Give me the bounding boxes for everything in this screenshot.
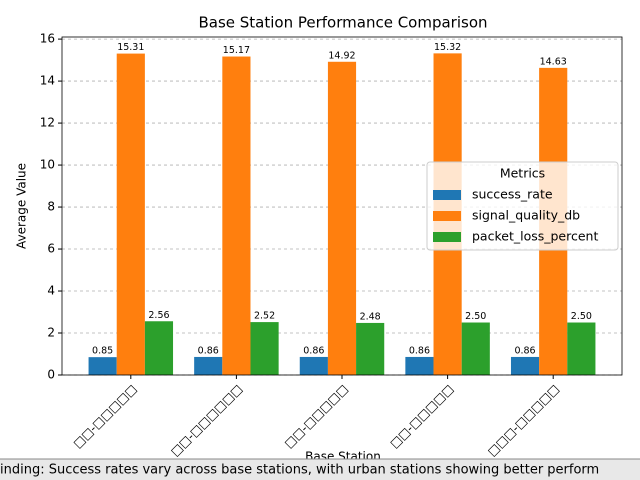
value-label: 2.50 <box>571 311 592 322</box>
y-tick-label: 2 <box>47 326 55 340</box>
bar <box>510 356 540 375</box>
legend-title: Metrics <box>500 166 545 181</box>
y-tick-label: 0 <box>47 368 55 382</box>
y-tick-label: 16 <box>40 32 55 46</box>
annotation: inding: Success rates vary across base s… <box>0 463 599 478</box>
y-axis-label: Average Value <box>15 163 29 249</box>
value-label: 15.31 <box>117 42 144 53</box>
y-tick-label: 8 <box>47 200 55 214</box>
legend-swatch <box>433 190 461 200</box>
value-label: 2.48 <box>360 311 381 322</box>
value-label: 2.52 <box>254 311 275 322</box>
legend-label: signal_quality_db <box>472 208 580 223</box>
value-label: 15.17 <box>223 45 250 56</box>
value-label: 0.86 <box>198 345 219 356</box>
bar <box>567 322 596 375</box>
legend-swatch <box>433 211 461 221</box>
y-tick-label: 10 <box>40 158 55 172</box>
bar <box>461 322 490 375</box>
bar <box>144 321 174 375</box>
legend-box <box>426 161 619 251</box>
axes-frame <box>61 36 623 376</box>
bar <box>194 356 223 375</box>
value-label: 0.85 <box>92 346 113 357</box>
legend: Metrics success_rate signal_quality_dbpack… <box>426 161 619 251</box>
legend-label: success_rate <box>472 187 553 202</box>
bar <box>250 322 279 375</box>
value-label: 0.86 <box>303 345 324 356</box>
value-label: 2.50 <box>465 311 486 322</box>
bar <box>327 61 357 375</box>
bar <box>88 357 117 375</box>
value-label: 15.32 <box>434 42 461 53</box>
value-label: 0.86 <box>514 345 535 356</box>
annotation-box <box>0 458 640 480</box>
legend-swatch <box>433 232 461 242</box>
chart-title: Base Station Performance Comparison <box>198 14 487 32</box>
y-tick-label: 12 <box>40 116 55 130</box>
value-label: 2.56 <box>148 310 169 321</box>
value-label: 14.63 <box>540 56 567 67</box>
bar <box>356 322 385 375</box>
y-tick-label: 4 <box>47 284 55 298</box>
bar <box>222 56 251 375</box>
bar <box>405 356 434 375</box>
legend-label: packet_loss_percent <box>472 229 598 244</box>
y-tick-label: 6 <box>47 242 55 256</box>
y-tick-label: 14 <box>40 74 55 88</box>
bar <box>299 356 328 375</box>
bar <box>116 53 145 376</box>
value-label: 0.86 <box>409 345 430 356</box>
value-label: 14.92 <box>328 50 355 61</box>
